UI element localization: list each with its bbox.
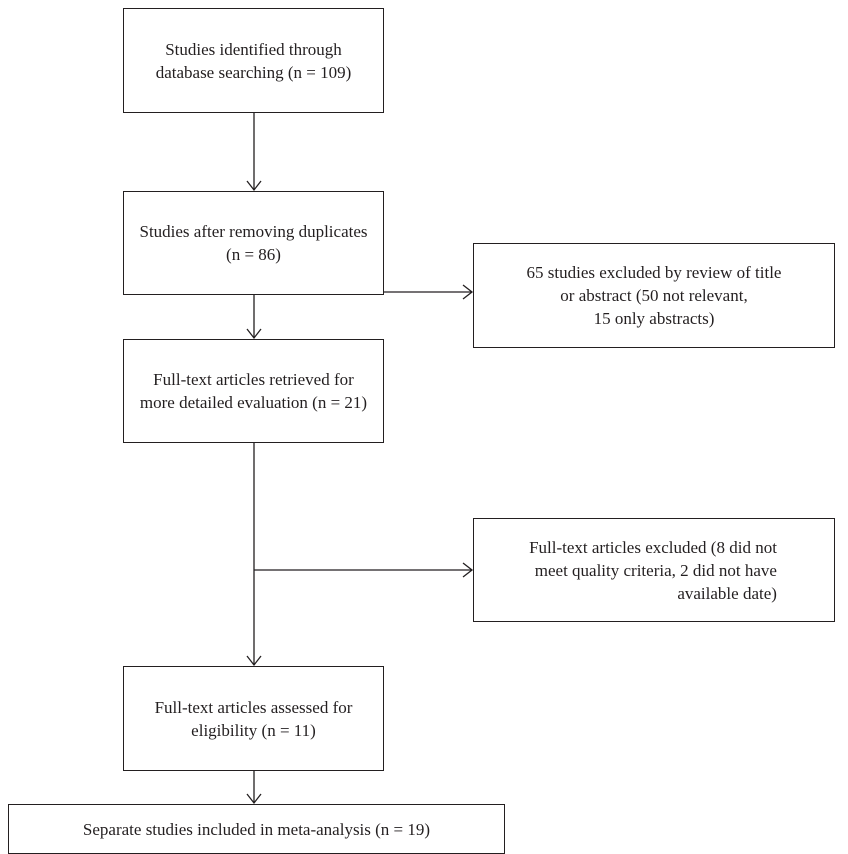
retrieved-line2: more detailed evaluation (n = 21)	[139, 393, 368, 412]
exclusion1-line2: or abstract (50 not relevant,	[560, 286, 748, 305]
eligibility-line2: eligibility (n = 11)	[191, 720, 316, 740]
exclusion2-line2: meet quality criteria, 2 did not have	[534, 560, 777, 580]
eligibility-line1: Full-text articles assessed for	[154, 697, 353, 717]
exclusion1-line3: 15 only abstracts)	[593, 309, 715, 328]
identified-line2: database searching (n = 109)	[155, 62, 352, 82]
title-abstract-exclusion-box: 65 studies excluded by review of title o…	[473, 243, 835, 348]
arrow-b4-b6	[246, 443, 262, 667]
exclusion1-line1: 65 studies excluded by review of title	[526, 263, 782, 282]
arrow-to-exclusion-2	[254, 562, 474, 578]
exclusion2-line1: Full-text articles excluded (8 did not	[529, 537, 777, 557]
included-line1: Separate studies included in meta-analys…	[82, 819, 431, 839]
deduplicated-line2: (n = 86)	[226, 245, 281, 264]
identified-box: Studies identified through database sear…	[123, 8, 384, 113]
arrow-b1-b2	[246, 113, 262, 192]
identified-line1: Studies identified through	[165, 39, 342, 59]
included-studies-box: Separate studies included in meta-analys…	[8, 804, 505, 854]
eligibility-box: Full-text articles assessed for eligibil…	[123, 666, 384, 771]
retrieved-line1: Full-text articles retrieved for	[153, 370, 354, 389]
arrow-b2-b4	[246, 295, 262, 340]
exclusion2-line3: available date)	[677, 583, 777, 603]
arrow-b6-b7	[246, 771, 262, 805]
deduplicated-line1: Studies after removing duplicates	[139, 222, 368, 241]
deduplicated-box: Studies after removing duplicates (n = 8…	[123, 191, 384, 295]
full-text-retrieved-box: Full-text articles retrieved for more de…	[123, 339, 384, 443]
full-text-exclusion-box: Full-text articles excluded (8 did not m…	[473, 518, 835, 622]
